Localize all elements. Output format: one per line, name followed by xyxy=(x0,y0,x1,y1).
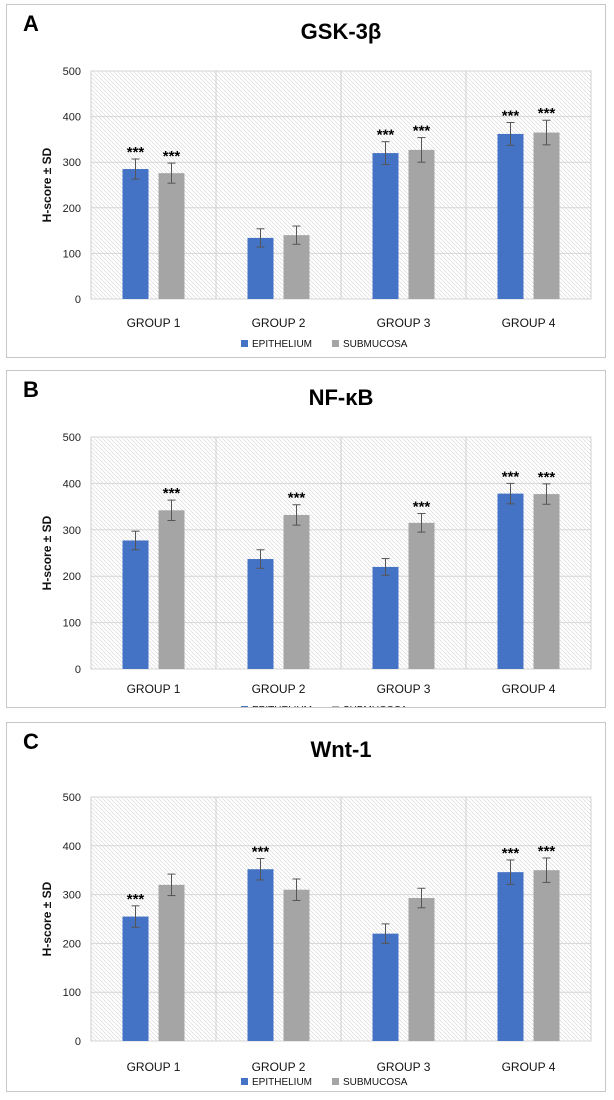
y-tick-label: 200 xyxy=(63,938,81,950)
significance-marker: *** xyxy=(127,891,145,908)
bar-submucosa xyxy=(408,149,435,299)
y-tick-label: 300 xyxy=(63,157,81,169)
panel-label: B xyxy=(23,377,39,402)
bar-chart-svg: 0 100 200 300 400 500 GSK-3β H-score ± SD *** ***… xyxy=(40,19,592,350)
bar-epithelium xyxy=(247,237,274,299)
chart-panel-c: C 0 100 200 300 400 500 Wnt-1 H-score ± SD *** GR… xyxy=(6,722,606,1092)
x-tick-label: GROUP 3 xyxy=(377,316,431,330)
y-tick-label: 300 xyxy=(63,890,81,902)
legend-swatch xyxy=(332,340,339,347)
bar-epithelium xyxy=(247,559,274,669)
y-axis-label: H-score ± SD xyxy=(40,515,54,590)
panel-label: A xyxy=(23,11,39,36)
bar-epithelium xyxy=(122,169,149,299)
chart-title: GSK-3β xyxy=(301,19,382,44)
significance-marker: *** xyxy=(252,843,270,860)
x-tick-label: GROUP 4 xyxy=(502,1060,556,1074)
bar-epithelium xyxy=(247,869,274,1041)
legend-swatch xyxy=(332,1078,339,1085)
significance-marker: *** xyxy=(163,485,181,502)
y-tick-label: 0 xyxy=(75,664,81,676)
bar-submucosa xyxy=(158,173,185,299)
legend-label: SUBMUCOSA xyxy=(343,705,408,707)
bar-submucosa xyxy=(158,510,185,669)
legend-swatch xyxy=(241,706,248,707)
significance-marker: *** xyxy=(502,468,520,485)
y-tick-label: 0 xyxy=(75,294,81,306)
y-tick-label: 300 xyxy=(63,525,81,537)
legend-swatch xyxy=(241,340,248,347)
significance-marker: *** xyxy=(538,469,556,486)
chart-title: NF-κB xyxy=(309,385,374,410)
bar-submucosa xyxy=(283,889,310,1041)
bar-epithelium xyxy=(497,493,524,669)
x-tick-label: GROUP 2 xyxy=(252,316,306,330)
y-tick-label: 0 xyxy=(75,1036,81,1048)
bar-epithelium xyxy=(372,933,399,1041)
bar-chart-svg: 0 100 200 300 400 500 Wnt-1 H-score ± SD *** GROU… xyxy=(40,737,592,1088)
y-tick-label: 500 xyxy=(63,792,81,804)
x-tick-label: GROUP 3 xyxy=(377,682,431,696)
significance-marker: *** xyxy=(538,843,556,860)
bar-submucosa xyxy=(283,514,310,669)
y-tick-label: 100 xyxy=(63,618,81,630)
y-tick-label: 500 xyxy=(63,432,81,444)
chart-title: Wnt-1 xyxy=(310,737,371,762)
chart-panel-b: B 0 100 200 300 400 500 NF-κB H-score ± SD *** GR… xyxy=(6,370,606,708)
significance-marker: *** xyxy=(413,499,431,516)
significance-marker: *** xyxy=(502,108,520,125)
y-tick-label: 400 xyxy=(63,478,81,490)
x-tick-label: GROUP 4 xyxy=(502,682,556,696)
x-tick-label: GROUP 4 xyxy=(502,316,556,330)
chart-panel-a: A 0 100 200 300 400 500 GSK-3β H-score ± SD *** *… xyxy=(6,4,606,358)
bar-submucosa xyxy=(533,494,560,669)
legend-swatch xyxy=(332,706,339,707)
bar-submucosa xyxy=(533,132,560,299)
bar-submucosa xyxy=(283,235,310,299)
bar-epithelium xyxy=(497,133,524,299)
significance-marker: *** xyxy=(413,123,431,140)
x-tick-label: GROUP 1 xyxy=(127,1060,181,1074)
y-tick-label: 100 xyxy=(63,248,81,260)
y-axis-label: H-score ± SD xyxy=(40,881,54,956)
bar-submucosa xyxy=(533,870,560,1041)
significance-marker: *** xyxy=(127,144,145,161)
x-tick-label: GROUP 2 xyxy=(252,1060,306,1074)
legend-label: SUBMUCOSA xyxy=(343,1077,408,1088)
bar-submucosa xyxy=(408,522,435,669)
bar-submucosa xyxy=(158,884,185,1041)
legend-label: SUBMUCOSA xyxy=(343,339,408,350)
y-tick-label: 100 xyxy=(63,987,81,999)
y-tick-label: 200 xyxy=(63,571,81,583)
panel-label: C xyxy=(23,729,39,754)
significance-marker: *** xyxy=(538,105,556,122)
legend-swatch xyxy=(241,1078,248,1085)
bar-chart-svg: 0 100 200 300 400 500 NF-κB H-score ± SD *** GROU… xyxy=(40,385,592,707)
x-tick-label: GROUP 2 xyxy=(252,682,306,696)
y-tick-label: 400 xyxy=(63,112,81,124)
significance-marker: *** xyxy=(163,148,181,165)
y-tick-label: 500 xyxy=(63,66,81,78)
bar-epithelium xyxy=(497,872,524,1041)
significance-marker: *** xyxy=(377,127,395,144)
x-tick-label: GROUP 3 xyxy=(377,1060,431,1074)
bar-epithelium xyxy=(122,540,149,669)
legend-label: EPITHELIUM xyxy=(252,1077,312,1088)
x-tick-label: GROUP 1 xyxy=(127,682,181,696)
bar-epithelium xyxy=(372,153,399,299)
bar-epithelium xyxy=(122,916,149,1041)
bar-submucosa xyxy=(408,898,435,1041)
bar-epithelium xyxy=(372,566,399,669)
legend-label: EPITHELIUM xyxy=(252,339,312,350)
legend-label: EPITHELIUM xyxy=(252,705,312,707)
significance-marker: *** xyxy=(502,845,520,862)
y-axis-label: H-score ± SD xyxy=(40,147,54,222)
y-tick-label: 200 xyxy=(63,203,81,215)
x-tick-label: GROUP 1 xyxy=(127,316,181,330)
significance-marker: *** xyxy=(288,490,306,507)
y-tick-label: 400 xyxy=(63,841,81,853)
